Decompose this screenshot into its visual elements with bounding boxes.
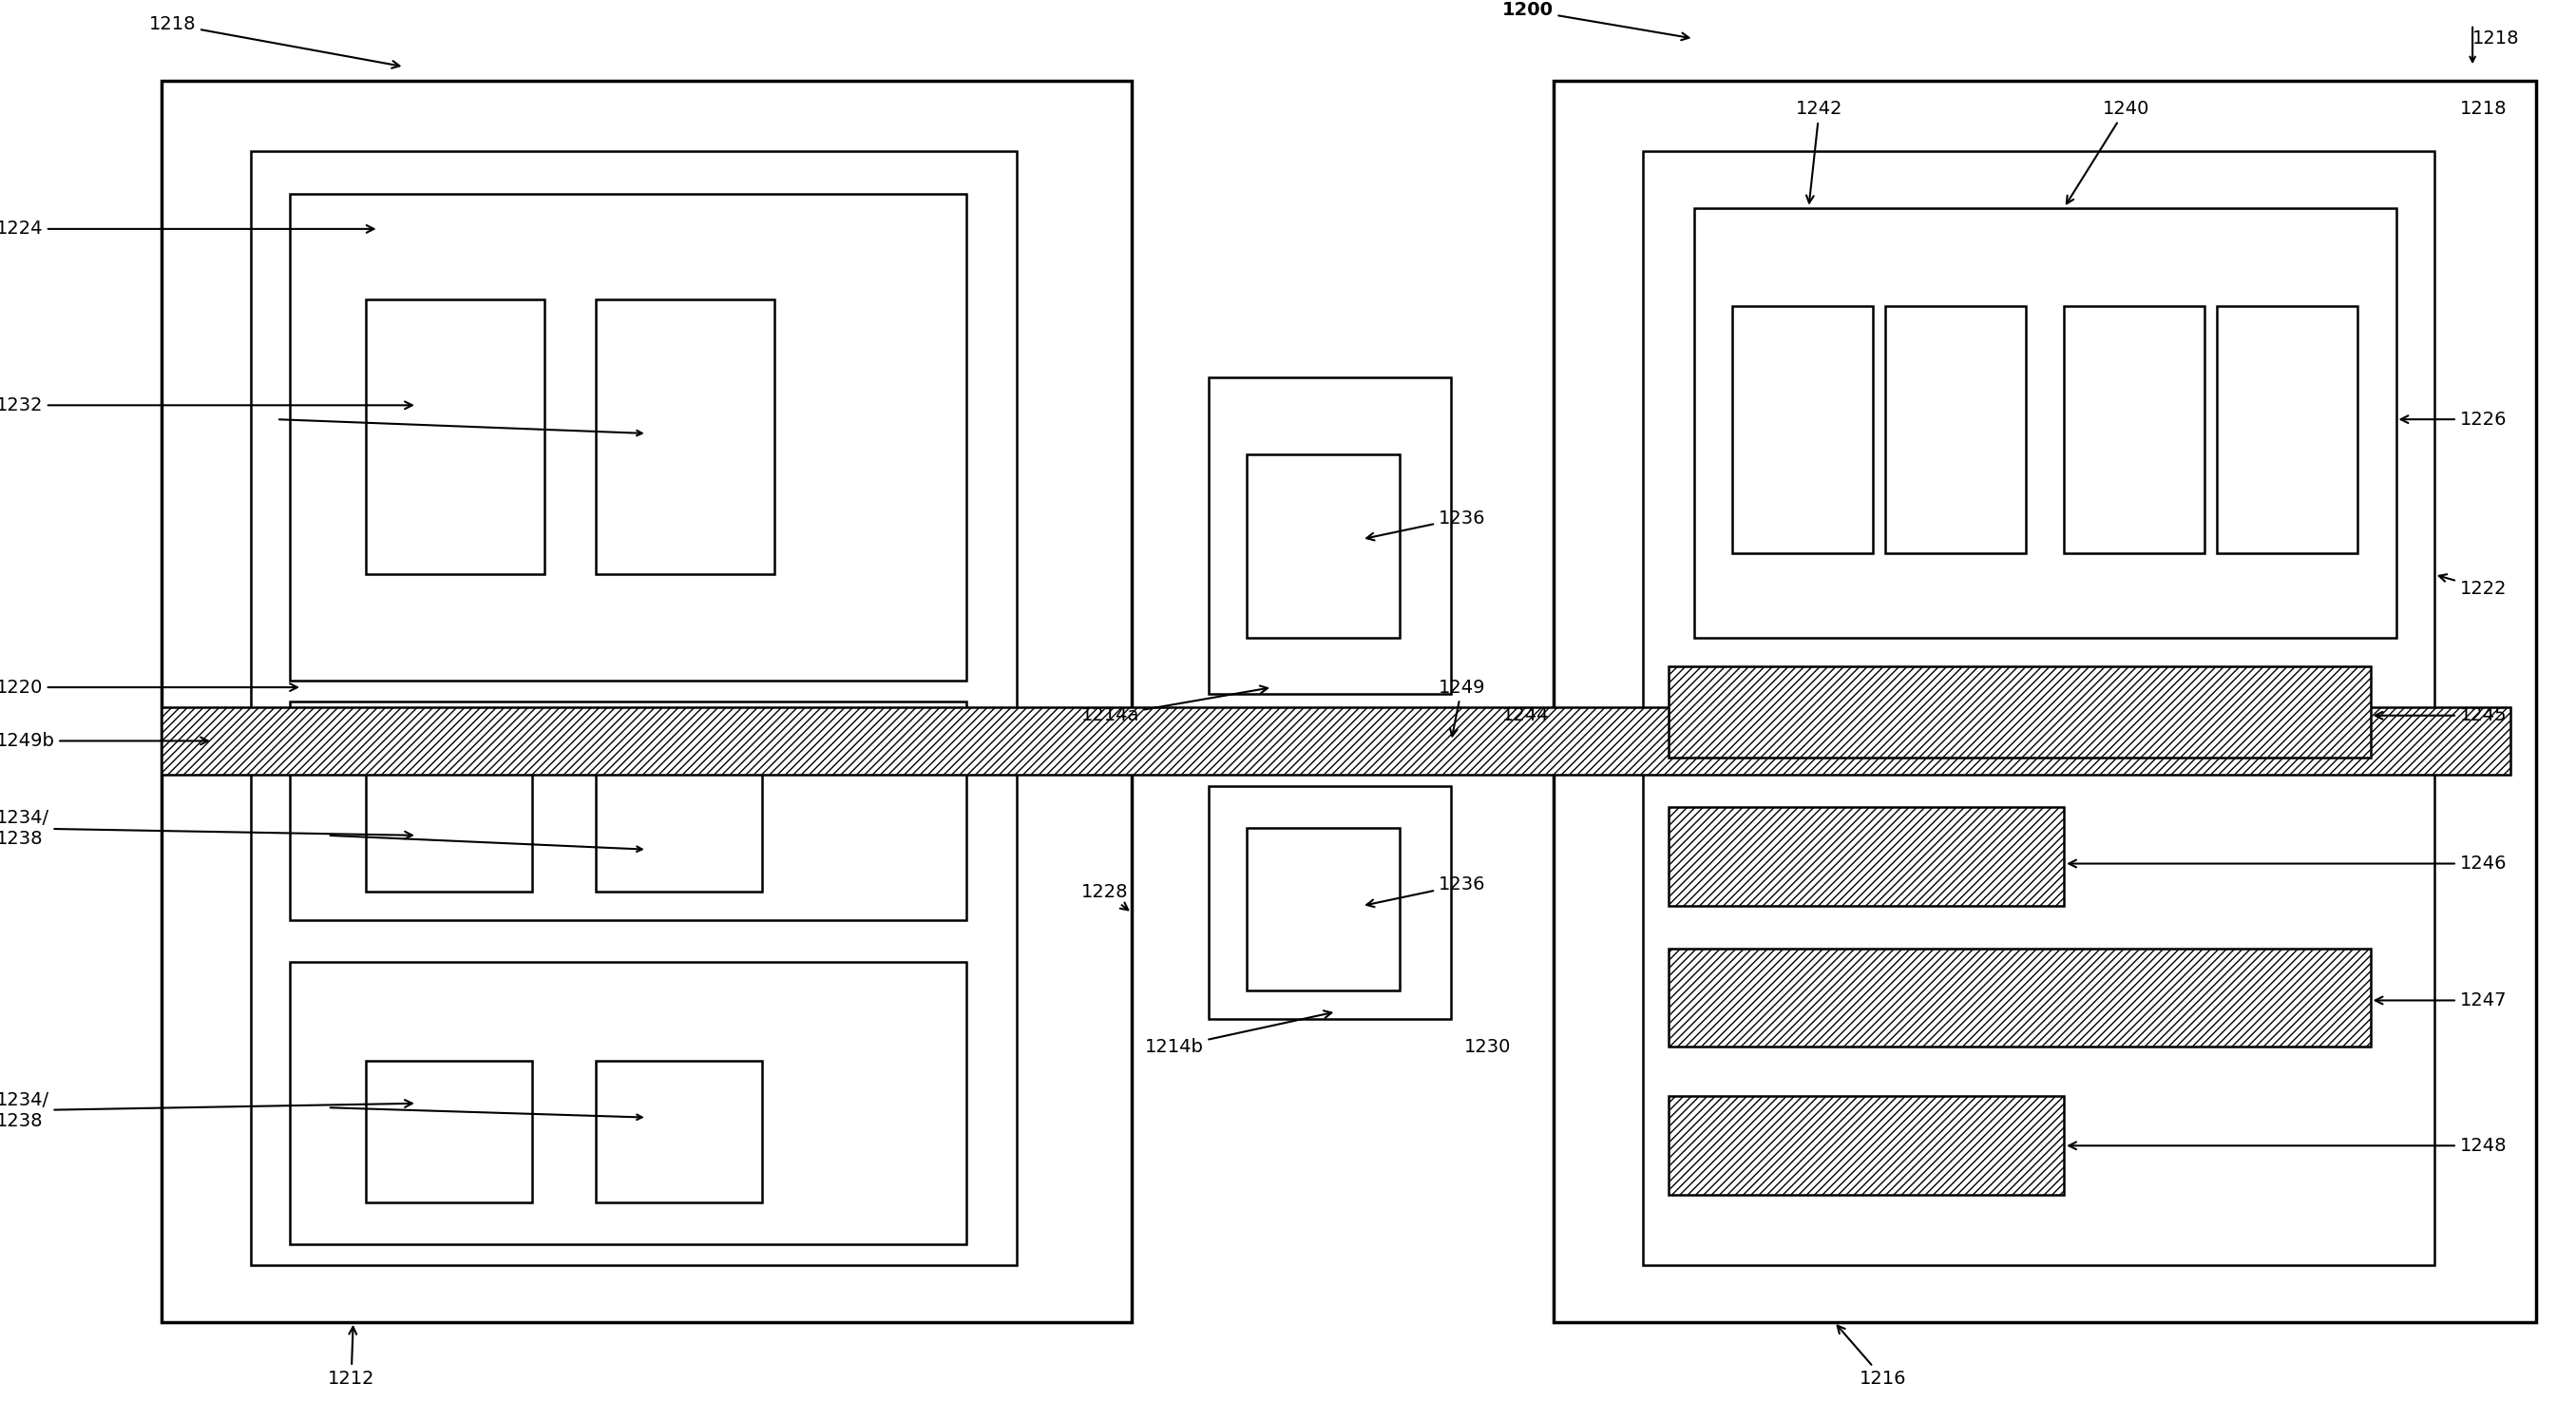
Bar	[1208, 377, 1450, 694]
Bar	[595, 751, 762, 892]
Bar	[595, 1061, 762, 1202]
Bar	[289, 193, 966, 680]
Text: 1218: 1218	[2460, 100, 2506, 118]
Bar	[1208, 786, 1450, 1018]
Text: 1234/
1238: 1234/ 1238	[0, 809, 412, 848]
Bar	[1553, 81, 2537, 1322]
Bar	[2218, 307, 2357, 553]
Bar	[1731, 307, 1873, 553]
Bar	[1247, 829, 1401, 991]
Bar	[1669, 948, 2370, 1047]
Text: 1232: 1232	[0, 397, 412, 414]
Text: 1249b: 1249b	[0, 732, 209, 749]
Text: 1248: 1248	[2069, 1136, 2506, 1155]
Bar	[1886, 307, 2025, 553]
Text: 1246: 1246	[2069, 855, 2506, 873]
Bar	[1669, 1096, 2063, 1194]
Text: 1249: 1249	[1437, 678, 1486, 737]
Text: 1236: 1236	[1365, 876, 1486, 907]
Bar	[289, 963, 966, 1244]
Text: 1222: 1222	[2439, 574, 2506, 597]
Bar	[2063, 307, 2205, 553]
Text: 1218: 1218	[149, 16, 399, 68]
Text: 1245: 1245	[2375, 707, 2506, 725]
Bar	[366, 1061, 533, 1202]
Text: 1218: 1218	[2473, 30, 2519, 47]
Text: 1228: 1228	[1082, 883, 1128, 910]
Text: 1226: 1226	[2401, 411, 2506, 428]
Text: 1224: 1224	[0, 220, 374, 237]
Bar	[1695, 208, 2396, 638]
Text: 1216: 1216	[1837, 1325, 1906, 1388]
Text: 1242: 1242	[1795, 100, 1842, 203]
Text: 1220: 1220	[0, 678, 296, 697]
Text: 1214a: 1214a	[1082, 685, 1267, 725]
Bar	[162, 81, 1131, 1322]
Text: 1236: 1236	[1365, 509, 1486, 540]
Bar	[366, 751, 533, 892]
Text: 1230: 1230	[1463, 1038, 1512, 1057]
Bar	[595, 300, 775, 574]
Bar	[289, 701, 966, 920]
Text: 1244: 1244	[1502, 707, 1548, 725]
Bar	[1643, 151, 2434, 1266]
Bar	[162, 707, 2512, 775]
Bar	[250, 151, 1018, 1266]
Bar	[1669, 808, 2063, 906]
Bar	[366, 300, 544, 574]
Bar	[1669, 665, 2370, 758]
Text: 1240: 1240	[2066, 100, 2148, 203]
Text: 1234/
1238: 1234/ 1238	[0, 1091, 412, 1130]
Bar	[1247, 455, 1401, 638]
Text: 1212: 1212	[327, 1327, 374, 1388]
Text: 1247: 1247	[2375, 991, 2506, 1010]
Text: 1214b: 1214b	[1144, 1011, 1332, 1057]
Text: 1200: 1200	[1502, 1, 1690, 40]
